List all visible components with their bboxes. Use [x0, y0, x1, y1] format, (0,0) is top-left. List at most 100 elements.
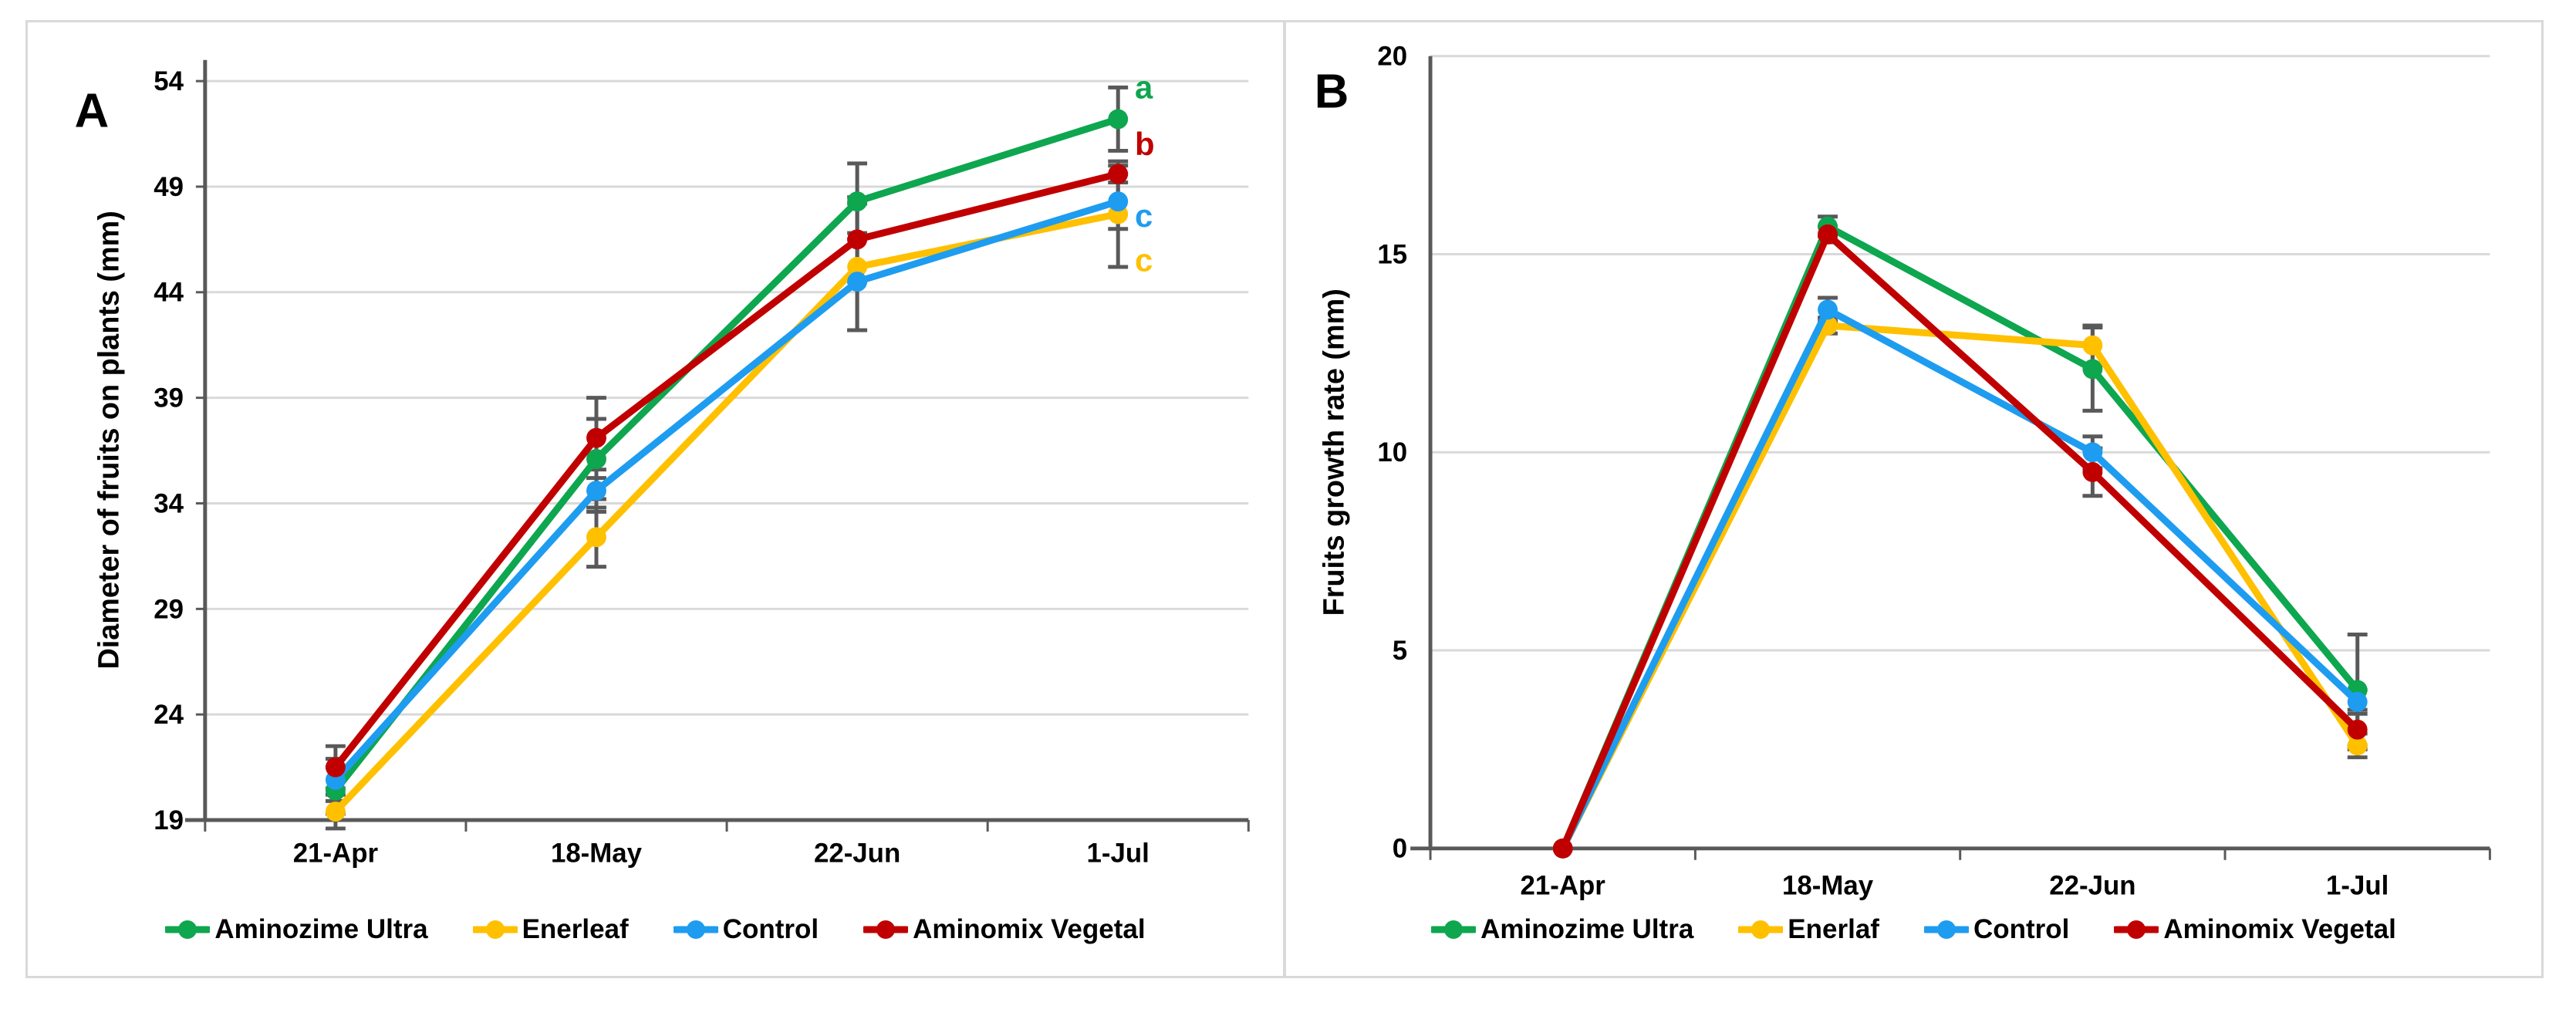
legend-marker-control: [1923, 920, 1969, 939]
y-tick-labels: 19 24 29 34 39 44 49 54: [154, 66, 184, 835]
gridlines: [1430, 55, 2490, 652]
axes: [1410, 56, 2491, 860]
panel-b-growth-rate-chart: 0 5 10 15 20 21-Apr 18-May 22-Jun 1-Jul B Fruits g…: [1284, 20, 2544, 978]
y-tick-label: 19: [154, 805, 184, 835]
series-line-aminozime-ultra: [1559, 223, 2362, 852]
sig-letter: c: [1135, 197, 1153, 234]
data-point-control: [1108, 191, 1129, 212]
panel-letter: B: [1315, 65, 1349, 118]
data-point-aminomix-vegetal: [1818, 224, 1838, 245]
legend-item-aminomix-vegetal: Aminomix Vegetal: [2114, 914, 2396, 945]
data-point-control: [2082, 442, 2103, 463]
y-tick-label: 20: [1377, 42, 1407, 72]
y-tick-label: 29: [154, 594, 184, 624]
y-tick-label: 0: [1393, 834, 1407, 864]
data-point-aminomix-vegetal: [2082, 462, 2103, 482]
legend-label-aminomix-vegetal: Aminomix Vegetal: [913, 914, 1146, 944]
axes: [184, 59, 1250, 832]
series-line-aminozime-ultra: [332, 115, 1122, 795]
series-line-control: [332, 197, 1122, 784]
data-point-aminozime-ultra: [586, 449, 606, 469]
legend-marker-enerleaf: [472, 920, 518, 939]
legend-label-control: Control: [1973, 914, 2070, 944]
legend-label-aminozime-ultra: Aminozime Ultra: [214, 914, 428, 944]
series-aminozime-ultra: [325, 109, 1129, 801]
x-tick-label: 21-Apr: [293, 839, 379, 869]
data-point-enerlaf: [2347, 735, 2368, 756]
x-tick-label: 22-Jun: [814, 839, 900, 869]
series-enerleaf: [325, 204, 1129, 822]
data-point-aminomix-vegetal: [1552, 838, 1573, 859]
series-line-control: [1559, 305, 2362, 852]
y-tick-labels: 0 5 10 15 20: [1377, 42, 1407, 864]
legend-marker-aminomix-vegetal: [863, 920, 909, 939]
sig-letter: b: [1135, 126, 1155, 162]
legend-item-enerlaf: Enerlaf: [1738, 914, 1879, 945]
sig-letter: a: [1135, 69, 1153, 105]
y-axis-title: Diameter of fruits on plants (mm): [93, 211, 125, 669]
panel-a-legend: Aminozime Ultra Enerleaf Control Aminomix V…: [28, 914, 1283, 945]
series-line-aminomix-vegetal: [332, 170, 1122, 771]
legend-item-aminozime-ultra: Aminozime Ultra: [165, 914, 428, 945]
series-line-enerleaf: [332, 211, 1122, 815]
series-control: [325, 191, 1129, 790]
data-point-aminozime-ultra: [2082, 359, 2103, 380]
y-axis-title: Fruits growth rate (mm): [1318, 289, 1351, 616]
legend-item-enerleaf: Enerleaf: [472, 914, 629, 945]
data-point-aminozime-ultra: [847, 191, 868, 212]
data-point-control: [586, 481, 606, 501]
panel-letter: A: [75, 84, 110, 137]
data-point-enerlaf: [2082, 335, 2103, 356]
data-point-enerleaf: [586, 527, 606, 548]
x-tick-label: 21-Apr: [1521, 871, 1606, 901]
series-aminomix-vegetal: [325, 164, 1129, 778]
y-tick-label: 5: [1393, 636, 1407, 666]
y-tick-label: 34: [154, 488, 184, 518]
legend-item-control: Control: [673, 914, 819, 945]
legend-label-aminomix-vegetal: Aminomix Vegetal: [2163, 914, 2396, 944]
legend-label-enerleaf: Enerleaf: [522, 914, 629, 944]
sig-letter: c: [1135, 242, 1153, 278]
y-tick-label: 49: [154, 172, 184, 202]
x-tick-label: 18-May: [551, 839, 643, 869]
x-tick-labels: 21-Apr 18-May 22-Jun 1-Jul: [1521, 871, 2389, 901]
data-point-control: [847, 272, 868, 292]
panel-b-plot: 0 5 10 15 20 21-Apr 18-May 22-Jun 1-Jul B Fruits g…: [1315, 42, 2491, 901]
y-tick-label: 15: [1377, 239, 1407, 269]
y-tick-label: 44: [154, 278, 184, 308]
legend-item-aminomix-vegetal: Aminomix Vegetal: [863, 914, 1146, 945]
gridlines: [204, 79, 1249, 716]
y-tick-label: 24: [154, 700, 184, 730]
legend-marker-enerlaf: [1738, 920, 1784, 939]
legend-item-aminozime-ultra: Aminozime Ultra: [1431, 914, 1693, 945]
panel-a-diameter-chart: a b c c 19 24 29 34 39 44 49 54 21-Apr 18-May 22-Jun 1-…: [25, 20, 1285, 978]
data-point-aminomix-vegetal: [325, 757, 346, 778]
data-point-aminomix-vegetal: [586, 427, 606, 448]
series-aminomix-vegetal: [1552, 224, 2368, 859]
legend-item-control: Control: [1923, 914, 2070, 945]
series-aminozime-ultra: [1552, 216, 2368, 859]
series-line-enerlaf: [1559, 322, 2362, 852]
x-tick-label: 18-May: [1782, 871, 1874, 901]
x-tick-label: 22-Jun: [2049, 871, 2135, 901]
y-tick-label: 10: [1377, 437, 1407, 467]
data-point-enerleaf: [847, 257, 868, 277]
data-point-aminozime-ultra: [1108, 109, 1129, 130]
legend-marker-aminomix-vegetal: [2114, 920, 2159, 939]
legend-label-enerlaf: Enerlaf: [1788, 914, 1879, 944]
y-tick-label: 54: [154, 66, 184, 96]
data-point-control: [1818, 299, 1838, 320]
data-point-aminomix-vegetal: [847, 229, 868, 250]
legend-marker-aminozime-ultra: [165, 920, 211, 939]
data-point-control: [2347, 691, 2368, 712]
data-point-enerleaf: [325, 802, 346, 822]
series-line-aminomix-vegetal: [1559, 231, 2362, 852]
legend-label-control: Control: [722, 914, 819, 944]
legend-marker-control: [673, 920, 718, 939]
data-point-aminomix-vegetal: [2347, 719, 2368, 740]
x-tick-label: 1-Jul: [1087, 839, 1150, 869]
legend-marker-aminozime-ultra: [1431, 920, 1477, 939]
x-tick-labels: 21-Apr 18-May 22-Jun 1-Jul: [293, 839, 1150, 869]
